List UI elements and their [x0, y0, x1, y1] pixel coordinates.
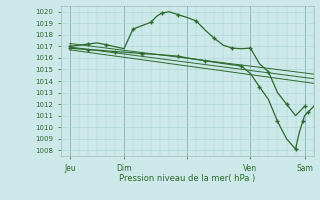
X-axis label: Pression niveau de la mer( hPa ): Pression niveau de la mer( hPa )	[119, 174, 255, 183]
